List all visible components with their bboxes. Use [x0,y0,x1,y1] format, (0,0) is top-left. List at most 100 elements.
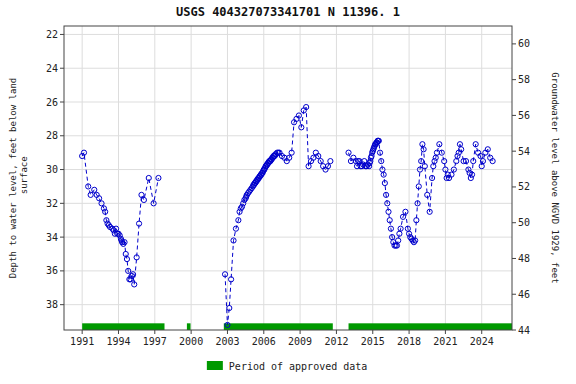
grid-line [372,26,373,330]
data-point [417,167,422,172]
data-point [425,192,430,197]
data-point [122,240,127,245]
data-point [480,159,485,164]
x-tick-label: 2003 [215,336,239,347]
y-tick [60,203,64,204]
grid-line [64,68,512,69]
grid-line [409,26,410,330]
x-tick [481,330,482,334]
chart: 1991199419972000200320062009201220152018… [0,0,576,384]
y-tick-label: 36 [46,265,58,276]
data-point [422,164,427,169]
approved-period [349,323,512,330]
grid-line [64,34,512,35]
grid-line [64,237,512,238]
data-point [396,238,401,243]
data-point [117,233,122,238]
data-point [134,255,139,260]
data-point [146,175,151,180]
data-point [113,226,118,231]
legend: Period of approved data [207,361,367,372]
x-tick-label: 2000 [179,336,203,347]
data-point [443,167,448,172]
data-point [400,214,405,219]
x-tick-label: 1997 [143,336,167,347]
y-axis-label-line: surface [19,156,29,199]
y2-tick [512,151,516,152]
data-point [439,150,444,155]
data-point [104,218,109,223]
data-point [419,159,424,164]
data-point [415,201,420,206]
data-point [432,159,437,164]
data-point [88,192,93,197]
data-point [405,226,410,231]
data-point [479,164,484,169]
data-point [296,113,301,118]
data-point [156,175,161,180]
y2-tick-label: 52 [518,181,530,192]
x-tick-label: 2006 [252,336,276,347]
y2-tick [512,186,516,187]
data-point [406,231,411,236]
y-tick-label: 30 [46,164,58,175]
data-point [379,159,384,164]
data-point [97,196,102,201]
y-tick-label: 28 [46,130,58,141]
grid-line [154,26,155,330]
data-point [86,184,91,189]
y-tick-label: 22 [46,29,58,40]
y2-tick [512,330,516,331]
data-point [420,142,425,147]
data-point [239,204,244,209]
approved-period [82,323,164,330]
data-point [454,159,459,164]
y-tick [60,102,64,103]
data-point [241,201,246,206]
x-tick [82,330,83,334]
x-tick [372,330,373,334]
data-point [128,277,133,282]
data-point [383,192,388,197]
x-tick-label: 1991 [70,336,94,347]
data-point [225,322,230,327]
legend-swatch [207,361,223,370]
y-tick-label: 32 [46,198,58,209]
data-point [459,147,464,152]
data-point [304,104,309,109]
data-point [376,138,381,143]
x-tick [409,330,410,334]
y-tick-label: 26 [46,97,58,108]
y2-tick [512,294,516,295]
data-point [413,238,418,243]
x-tick-label: 2009 [288,336,312,347]
y-tick-label: 24 [46,63,58,74]
y-tick [60,169,64,170]
y2-tick-label: 44 [518,325,530,336]
data-point [139,192,144,197]
plot-data [80,104,512,330]
x-tick [336,330,337,334]
y-axis-label: Depth to water level, feet below land su… [8,78,29,278]
data-point [394,243,399,248]
data-point [228,277,233,282]
data-point [101,206,106,211]
approved-period [187,323,191,330]
y2-tick [512,43,516,44]
data-point [289,150,294,155]
data-point [92,187,97,192]
y-tick [60,135,64,136]
data-point [485,147,490,152]
data-point [380,167,385,172]
data-point [473,142,478,147]
grid-line [64,304,512,305]
data-point [237,209,242,214]
data-point [236,218,241,223]
y2-tick-label: 54 [518,146,530,157]
data-point [427,209,432,214]
data-point [490,159,495,164]
y2-tick [512,115,516,116]
y2-tick [512,258,516,259]
grid-line [118,26,119,330]
y2-tick-label: 58 [518,74,530,85]
